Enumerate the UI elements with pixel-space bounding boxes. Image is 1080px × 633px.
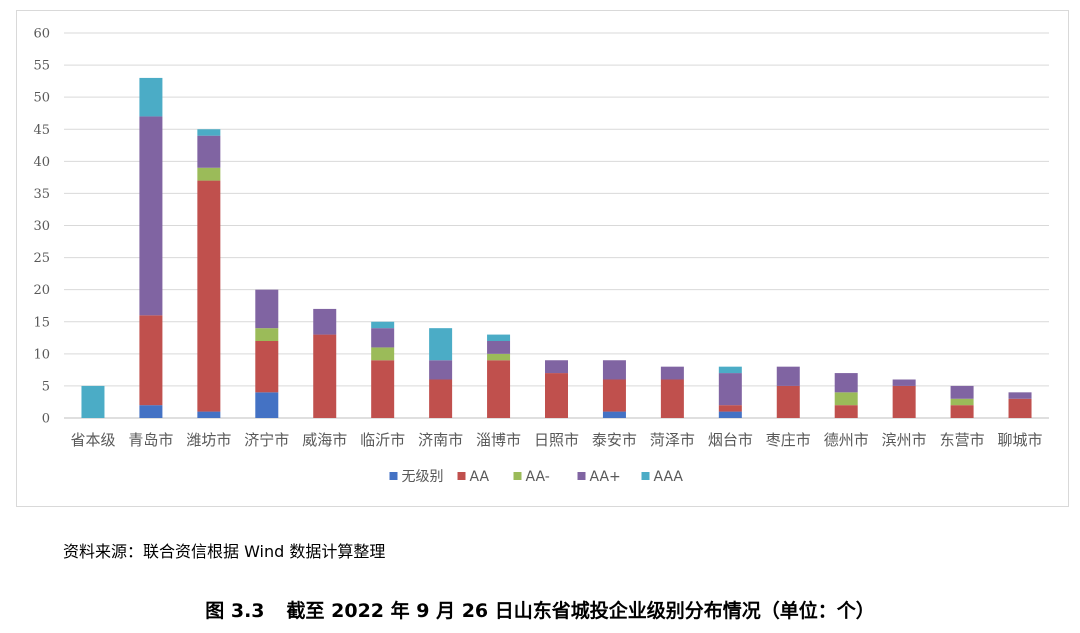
bar-segment — [718, 405, 742, 412]
legend-label: AA+ — [590, 469, 621, 485]
y-tick-label: 25 — [33, 251, 50, 266]
category-label: 济宁市 — [244, 431, 289, 449]
bar-segment — [892, 385, 916, 418]
source-note: 资料来源：联合资信根据 Wind 数据计算整理 — [63, 542, 386, 561]
bar-segment — [139, 315, 163, 406]
bar-segment — [371, 328, 395, 348]
legend-swatch — [513, 472, 522, 480]
y-tick-label: 0 — [42, 412, 50, 427]
y-tick-label: 50 — [33, 91, 50, 106]
bar-segment — [139, 405, 163, 418]
legend-swatch — [457, 472, 466, 480]
bar-segment — [602, 411, 626, 418]
bar-segment — [718, 411, 742, 418]
y-tick-label: 15 — [33, 315, 50, 330]
legend-label: AAA — [654, 469, 684, 485]
bar-segment — [834, 405, 858, 418]
bar-segment — [313, 334, 337, 418]
legend-swatch — [641, 472, 650, 480]
bar-segment — [81, 385, 105, 418]
bar-segment — [371, 360, 395, 418]
y-tick-label: 45 — [33, 123, 50, 138]
category-label: 泰安市 — [592, 431, 637, 449]
bar-segment — [197, 180, 221, 412]
bar-segment — [602, 379, 626, 412]
bar-segment — [834, 373, 858, 393]
bar-segment — [545, 360, 568, 374]
category-label: 菏泽市 — [650, 431, 695, 449]
y-tick-label: 35 — [33, 187, 50, 202]
bar-segment — [429, 360, 453, 380]
bar-segment — [139, 77, 163, 117]
figure-caption: 图 3.3 截至 2022 年 9 月 26 日山东省城投企业级别分布情况（单位：… — [0, 596, 1080, 623]
bar-segment — [545, 373, 568, 418]
legend-label: 无级别 — [402, 469, 444, 485]
bar-segment — [429, 328, 453, 361]
category-label: 临沂市 — [360, 431, 405, 449]
category-label: 日照市 — [534, 431, 579, 449]
category-label: 东营市 — [940, 431, 985, 449]
bar-segment — [487, 353, 511, 361]
bar-segment — [197, 135, 221, 168]
category-label: 聊城市 — [998, 431, 1043, 449]
legend-swatch — [577, 472, 586, 480]
bar-segment — [776, 366, 800, 386]
stacked-bar-chart: 0 5 10 15 20 25 30 35 40 45 50 55 60 省本级 青岛市 潍坊市 济宁市 威海市临… — [33, 27, 1049, 485]
figure-title: 截至 2022 年 9 月 26 日山东省城投企业级别分布情况（单位：个） — [286, 600, 875, 622]
category-label: 烟台市 — [708, 431, 753, 449]
legend-label: AA — [470, 469, 490, 485]
y-tick-label: 55 — [33, 59, 50, 74]
bar-segment — [197, 411, 221, 418]
legend-swatch — [389, 472, 398, 480]
bar-segment — [776, 385, 800, 418]
bar-segment — [660, 366, 684, 380]
bar-segment — [139, 116, 163, 316]
bar-segment — [487, 334, 511, 341]
bar-segment — [429, 379, 453, 418]
y-tick-label: 40 — [33, 155, 50, 170]
y-tick-label: 20 — [33, 283, 50, 298]
bar-segment — [255, 341, 279, 393]
bar-segment — [1008, 392, 1032, 399]
bar-segment — [255, 392, 279, 418]
bar-segment — [950, 398, 974, 406]
bar-segment — [718, 373, 742, 406]
bar-segment — [950, 385, 974, 399]
category-label: 枣庄市 — [766, 431, 811, 449]
bar-segment — [602, 360, 626, 380]
bar-segment — [197, 167, 221, 181]
figure-number: 图 3.3 — [205, 600, 265, 622]
bar-segment — [718, 366, 742, 374]
category-label: 淄博市 — [476, 431, 521, 449]
category-label: 滨州市 — [882, 431, 927, 449]
bar-segment — [371, 347, 395, 361]
category-label: 青岛市 — [128, 431, 173, 449]
bar-segment — [487, 360, 511, 418]
bar-segment — [197, 129, 221, 136]
y-tick-label: 60 — [33, 27, 50, 42]
chart-frame: 0 5 10 15 20 25 30 35 40 45 50 55 60 省本级 青岛市 潍坊市 济宁市 威海市临… — [16, 10, 1069, 507]
bar-segment — [1008, 398, 1032, 418]
bar-segment — [313, 308, 337, 335]
bar-segment — [255, 289, 279, 329]
category-label: 威海市 — [302, 431, 347, 449]
bar-segment — [255, 328, 279, 341]
y-tick-label: 10 — [33, 347, 50, 362]
bar-segment — [892, 379, 916, 386]
category-label: 德州市 — [824, 431, 869, 449]
category-label: 省本级 — [70, 431, 115, 449]
category-label: 潍坊市 — [186, 431, 231, 449]
legend-label: AA- — [526, 469, 550, 485]
bar-segment — [487, 341, 511, 354]
bar-segment — [950, 405, 974, 418]
y-tick-label: 30 — [33, 219, 50, 234]
y-tick-label: 5 — [42, 379, 50, 394]
bar-segment — [660, 379, 684, 418]
category-label: 济南市 — [418, 431, 463, 449]
bar-segment — [834, 392, 858, 406]
bar-segment — [371, 321, 395, 329]
